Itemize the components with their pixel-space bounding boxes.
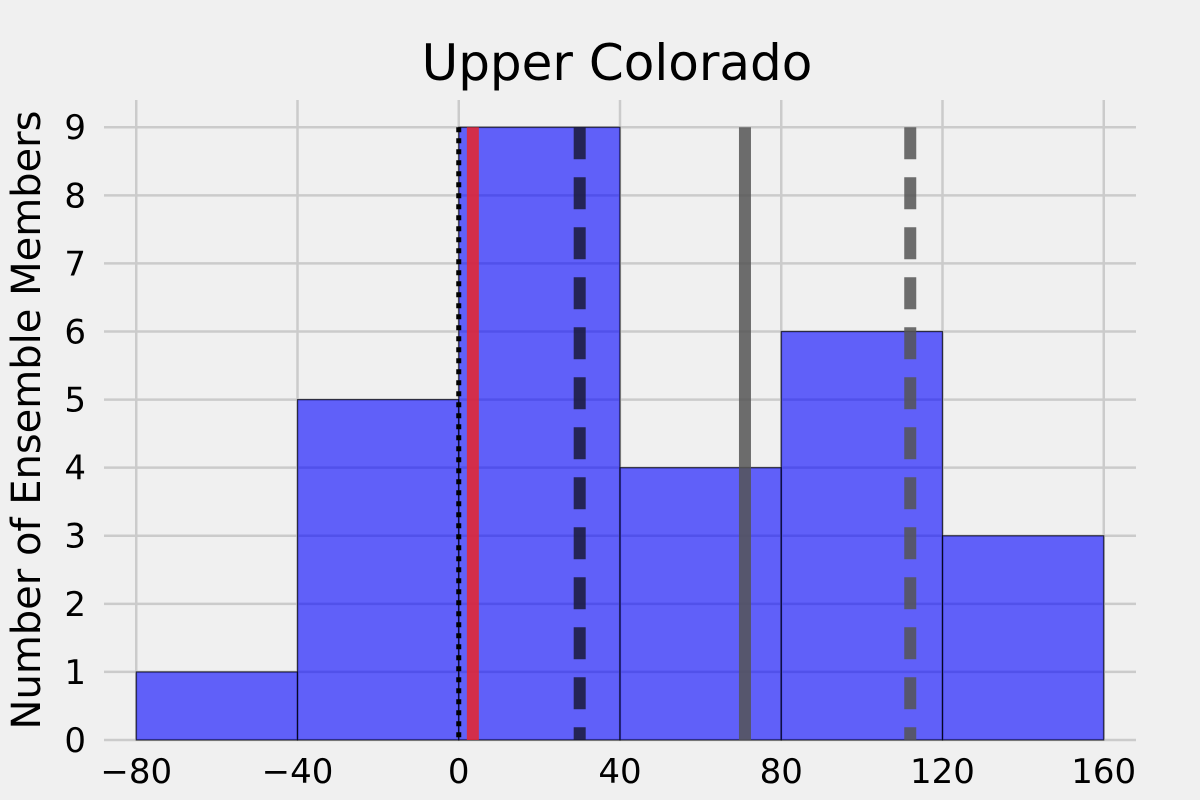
x-tick-label: 120 (910, 752, 975, 792)
histogram-bar (135, 671, 299, 741)
x-tick-label: 40 (598, 752, 641, 792)
x-tick-label: 160 (1071, 752, 1136, 792)
y-tick-label: 0 (64, 721, 86, 761)
bars-layer (135, 126, 1105, 741)
y-tick-label: 2 (64, 585, 86, 625)
y-tick-label: 7 (64, 244, 86, 284)
histogram-bar (619, 467, 782, 741)
y-tick-label: 9 (64, 108, 86, 148)
histogram-bar (941, 535, 1105, 741)
y-tick-label: 4 (64, 449, 86, 489)
x-tick-label: −40 (262, 752, 334, 792)
x-tick-label: 80 (760, 752, 803, 792)
tick-labels-layer: −80 −40 0 40 80 120 160 0 1 2 3 4 5 6 7 8 9 (64, 108, 1136, 792)
y-tick-label: 6 (64, 312, 86, 352)
reference-lines-layer (456, 127, 917, 740)
y-tick-label: 1 (64, 653, 86, 693)
y-tick-label: 5 (64, 381, 86, 421)
histogram-bar (296, 398, 460, 741)
y-tick-label: 3 (64, 517, 86, 557)
chart-title: Upper Colorado (422, 34, 813, 92)
x-tick-label: 0 (448, 752, 470, 792)
histogram-bar (780, 330, 944, 741)
histogram-bar (458, 126, 621, 741)
y-tick-label: 8 (64, 176, 86, 216)
x-tick-label: −80 (100, 752, 172, 792)
y-axis-label: Number of Ensemble Members (4, 111, 50, 730)
